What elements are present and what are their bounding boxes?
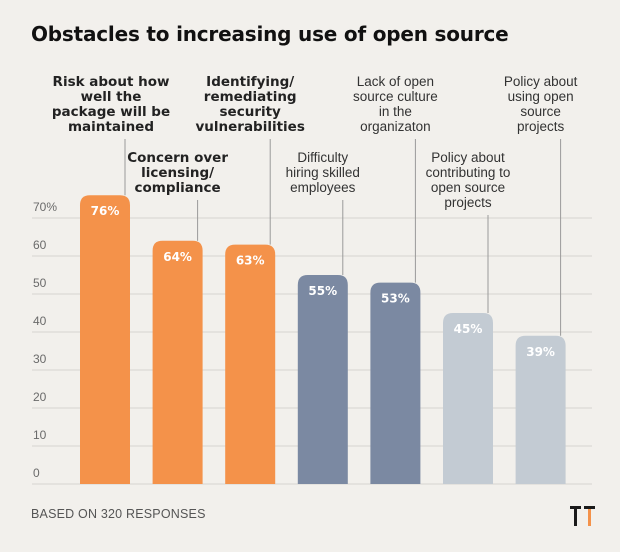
bar [80, 195, 130, 484]
y-tick-label: 30 [33, 352, 47, 366]
category-label: Policy about using open source projects [504, 74, 578, 134]
bar-value-label: 63% [236, 254, 265, 268]
chart-title: Obstacles to increasing use of open sour… [31, 22, 509, 46]
bar [152, 240, 203, 484]
y-tick-label: 40 [33, 314, 47, 328]
category-label: Difficulty hiring skilled employees [286, 150, 360, 195]
bar [225, 244, 276, 484]
bar [370, 282, 421, 484]
y-tick-label: 50 [33, 276, 47, 290]
y-tick-label: 60 [33, 238, 47, 252]
leader-lines [124, 139, 562, 336]
y-tick-label: 0 [33, 466, 40, 480]
bar-value-label: 55% [308, 284, 337, 298]
bar-value-label: 45% [454, 322, 483, 336]
y-tick-label: 10 [33, 428, 47, 442]
category-label: Risk about how well the package will be mai… [52, 74, 170, 135]
y-tick-label: 70% [33, 200, 57, 214]
category-label: Identifying/remediating security vulnerabi… [195, 74, 304, 135]
category-label: Concern over licensing/compliance [127, 150, 228, 196]
bar-value-label: 53% [381, 292, 410, 306]
category-label: Lack of open source culture in the organiza… [353, 74, 438, 134]
bar-value-label: 64% [163, 250, 192, 264]
category-labels: Risk about how well the package will be mai… [52, 74, 578, 210]
footer-note: BASED ON 320 RESPONSES [31, 507, 206, 521]
bars: 76% 64% 63% 55% 53% 45% 39% [80, 195, 566, 484]
bar [297, 275, 348, 484]
y-axis-ticks: 0 10 20 30 40 50 60 70% [33, 200, 57, 480]
bar [443, 313, 493, 484]
bar-value-label: 76% [91, 204, 120, 218]
bar-value-label: 39% [526, 345, 555, 359]
y-tick-label: 20 [33, 390, 47, 404]
bar [515, 335, 566, 484]
category-label: Policy about contributing to open source pr… [426, 150, 511, 210]
brand-logo-icon [570, 506, 595, 526]
